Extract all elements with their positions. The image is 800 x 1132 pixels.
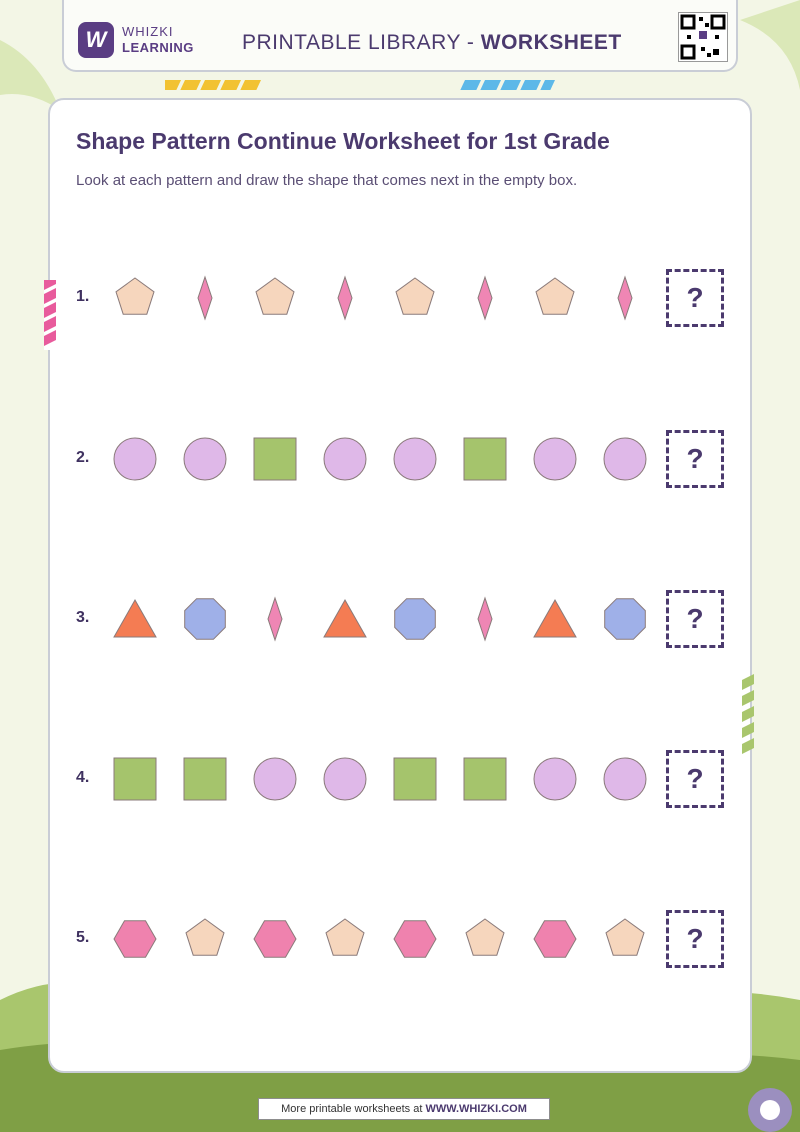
pentagon-shape <box>390 273 440 328</box>
octagon-shape <box>600 594 650 649</box>
pentagon-shape <box>110 273 160 328</box>
pentagon-shape <box>250 273 300 328</box>
left-side-stripes <box>44 280 56 350</box>
hexagon-shape <box>390 914 440 969</box>
circle-shape <box>320 434 370 489</box>
square-shape <box>460 754 510 809</box>
circle-shape <box>180 434 230 489</box>
circle-shape <box>390 434 440 489</box>
footer-banner: More printable worksheets at WWW.WHIZKI.… <box>258 1098 550 1120</box>
whizki-logo: W <box>78 22 114 58</box>
triangle-shape <box>320 594 370 649</box>
circle-shape <box>530 754 580 809</box>
brand-name-line1: WHIZKI <box>122 24 174 39</box>
triangle-shape <box>110 594 160 649</box>
hexagon-shape <box>250 914 300 969</box>
site-header: W WHIZKI LEARNING PRINTABLE LIBRARY - WO… <box>62 0 738 72</box>
circle-shape <box>600 754 650 809</box>
row-number: 1. <box>76 288 90 305</box>
row-number: 5. <box>76 929 90 946</box>
header-title-prefix: PRINTABLE LIBRARY - <box>242 31 481 54</box>
square-shape <box>460 434 510 489</box>
pentagon-shape <box>460 914 510 969</box>
qr-code-icon <box>678 12 728 62</box>
answer-box[interactable]: ? <box>666 910 724 968</box>
circle-shape <box>110 434 160 489</box>
row-number: 2. <box>76 449 90 466</box>
hexagon-shape <box>530 914 580 969</box>
pentagon-shape <box>320 914 370 969</box>
worksheet-instructions: Look at each pattern and draw the shape … <box>76 172 578 189</box>
row-number: 4. <box>76 769 90 786</box>
square-shape <box>390 754 440 809</box>
footer-text: More printable worksheets at <box>281 1103 426 1115</box>
diamond-shape <box>180 273 230 328</box>
pentagon-shape <box>180 914 230 969</box>
answer-box[interactable]: ? <box>666 269 724 327</box>
header-title-bold: WORKSHEET <box>480 31 622 54</box>
diamond-shape <box>320 273 370 328</box>
worksheet-title: Shape Pattern Continue Worksheet for 1st… <box>76 128 610 154</box>
circle-shape <box>530 434 580 489</box>
header-title: PRINTABLE LIBRARY - WORKSHEET <box>242 31 622 55</box>
octagon-shape <box>390 594 440 649</box>
square-shape <box>180 754 230 809</box>
brand-name-line2: LEARNING <box>122 40 194 55</box>
octagon-shape <box>180 594 230 649</box>
pentagon-shape <box>600 914 650 969</box>
hexagon-shape <box>110 914 160 969</box>
right-side-stripes <box>742 674 754 754</box>
square-shape <box>110 754 160 809</box>
answer-box[interactable]: ? <box>666 750 724 808</box>
square-shape <box>250 434 300 489</box>
row-number: 3. <box>76 609 90 626</box>
footer-link[interactable]: WWW.WHIZKI.COM <box>425 1103 527 1115</box>
circle-shape <box>600 434 650 489</box>
header-decor-stripes <box>165 80 555 90</box>
worksheet-card <box>48 98 752 1073</box>
circle-shape <box>320 754 370 809</box>
diamond-shape <box>460 594 510 649</box>
triangle-shape <box>530 594 580 649</box>
answer-box[interactable]: ? <box>666 430 724 488</box>
diamond-shape <box>250 594 300 649</box>
diamond-shape <box>600 273 650 328</box>
circle-shape <box>250 754 300 809</box>
diamond-shape <box>460 273 510 328</box>
answer-box[interactable]: ? <box>666 590 724 648</box>
pentagon-shape <box>530 273 580 328</box>
